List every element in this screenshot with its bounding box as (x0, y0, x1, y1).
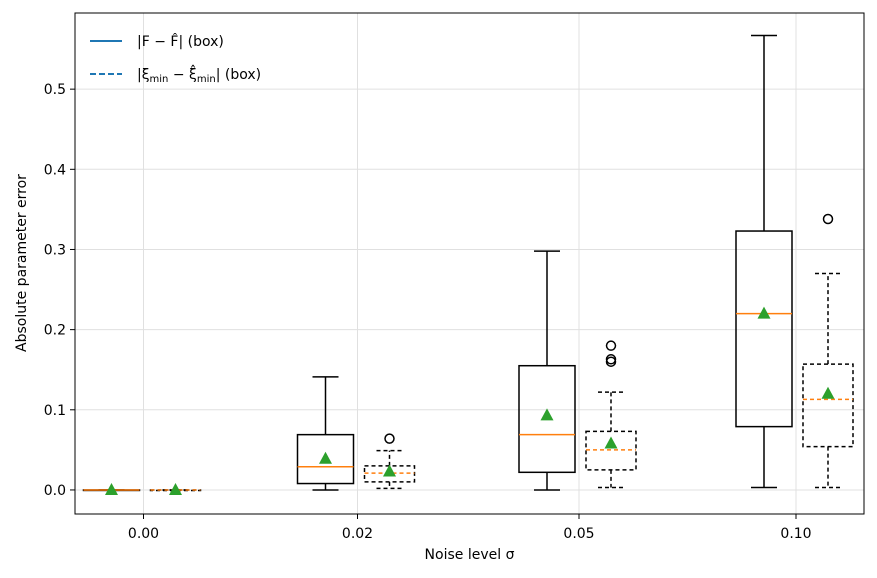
y-tick-label: 0.0 (44, 483, 66, 499)
mean-marker (821, 386, 835, 399)
y-tick-label: 0.2 (44, 323, 66, 339)
iqr-box (518, 364, 576, 474)
box-series2-0.02 (363, 433, 416, 490)
x-axis-label: Noise level σ (425, 547, 515, 563)
legend-xi-sub2: min (197, 74, 216, 85)
legend-label-f-error: |F − F̂| (box) (137, 33, 224, 50)
x-tick-label: 0.05 (563, 526, 594, 542)
box-series2-0.10 (802, 213, 854, 489)
mean-marker (383, 464, 396, 477)
grid (75, 13, 864, 514)
box-series1-0.00 (82, 482, 141, 495)
legend: |F − F̂| (box) |ξmin − ξ̂min| (box) (90, 33, 261, 85)
outlier-point (384, 433, 395, 444)
mean-marker (604, 436, 618, 449)
legend-xi-sub1: min (150, 74, 169, 85)
mean-marker (105, 482, 118, 495)
iqr-box (585, 430, 637, 471)
box-series1-0.02 (296, 376, 355, 491)
box-series1-0.05 (518, 250, 576, 491)
mean-marker (169, 482, 182, 495)
plot-area-frame (74, 12, 865, 515)
legend-xi-part3: | (box) (216, 67, 261, 83)
outlier-point (605, 354, 617, 365)
iqr-box (802, 363, 854, 448)
legend-label-xi-error: |ξmin − ξ̂min| (box) (137, 64, 261, 85)
y-tick-label: 0.3 (44, 242, 66, 258)
outlier-point (822, 213, 834, 225)
x-tick-label: 0.00 (128, 526, 159, 542)
x-tick-label: 0.02 (342, 526, 373, 542)
mean-marker (757, 306, 771, 319)
y-tick-label: 0.5 (44, 82, 66, 98)
y-tick-label: 0.4 (44, 162, 66, 178)
outlier-point (605, 340, 617, 351)
legend-xi-part1: |ξ (137, 67, 150, 83)
iqr-box (735, 230, 793, 428)
mean-marker (540, 408, 554, 421)
mean-marker (319, 451, 332, 464)
box-series2-0.05 (585, 340, 637, 489)
box-series2-0.00 (149, 482, 202, 495)
boxes (82, 34, 854, 495)
legend-xi-part2: − ξ̂ (168, 64, 196, 83)
box-series1-0.10 (735, 34, 793, 489)
y-axis-label: Absolute parameter error (14, 174, 30, 352)
y-tick-label: 0.1 (44, 403, 66, 419)
x-tick-label: 0.10 (780, 526, 811, 542)
axis-ticks: 0.0 0.1 0.2 0.3 0.4 0.5 0.00 0.02 0.05 0.10 (44, 82, 812, 542)
iqr-box (296, 433, 355, 485)
